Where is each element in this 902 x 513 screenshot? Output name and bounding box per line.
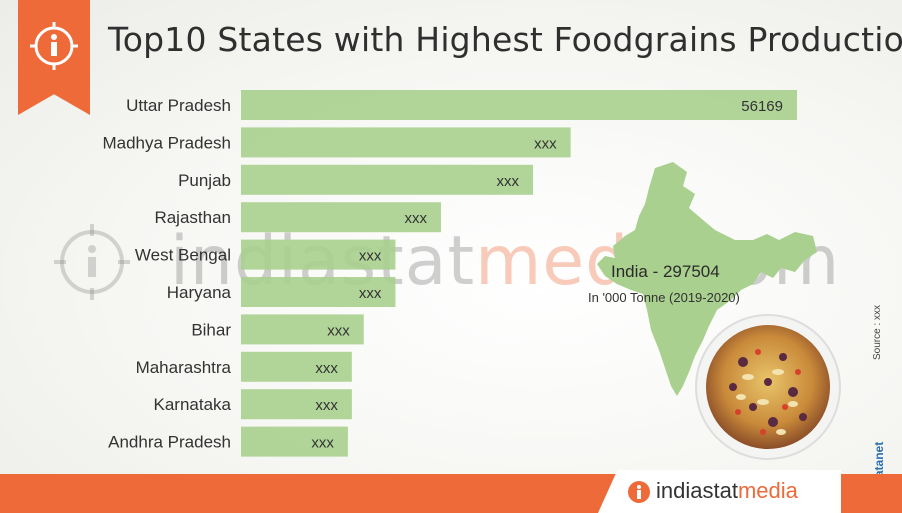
category-label: Madhya Pradesh [102, 133, 231, 152]
data-label: xxx [315, 397, 338, 414]
footer-logo-text: indiastatmedia [656, 478, 798, 504]
category-label: Rajasthan [154, 208, 231, 227]
data-label: xxx [327, 322, 350, 339]
data-label: xxx [359, 285, 382, 302]
indiastat-logo-icon [628, 481, 650, 503]
category-label: Haryana [167, 283, 232, 302]
bar [241, 426, 348, 457]
unit-note: In '000 Tonne (2019-2020) [588, 290, 740, 305]
data-label: xxx [315, 360, 338, 377]
category-label: Punjab [178, 171, 231, 190]
total-production: India - 297504 [611, 262, 720, 281]
category-label: Uttar Pradesh [126, 96, 231, 115]
data-label: xxx [497, 173, 520, 190]
bar [241, 389, 352, 420]
chart-title: Top10 States with Highest Foodgrains Pro… [108, 20, 902, 59]
category-label: West Bengal [135, 246, 231, 265]
footer-logo-indiastat: indiastat [656, 478, 738, 503]
watermark-icon [54, 224, 130, 300]
india-map [597, 162, 817, 396]
bar [241, 239, 396, 270]
data-label: xxx [534, 135, 557, 152]
bar [241, 314, 364, 345]
bar [241, 127, 571, 158]
category-label: Andhra Pradesh [108, 433, 231, 452]
data-label: 56169 [741, 98, 783, 115]
data-label: xxx [359, 248, 382, 265]
source-text: Source : xxx [872, 304, 883, 360]
bar [241, 90, 797, 120]
footer-logo[interactable]: indiastatmedia [598, 470, 841, 513]
bar [241, 164, 534, 195]
bar [241, 202, 441, 233]
info-icon [30, 22, 78, 70]
category-label: Bihar [191, 320, 231, 339]
bar [241, 277, 396, 307]
bar [241, 351, 352, 382]
data-label: xxx [404, 210, 427, 227]
footer-logo-media: media [737, 478, 798, 503]
grain-bowl-image [695, 314, 841, 460]
category-label: Maharashtra [136, 358, 232, 377]
data-label: xxx [311, 435, 334, 452]
category-label: Karnataka [154, 395, 232, 414]
